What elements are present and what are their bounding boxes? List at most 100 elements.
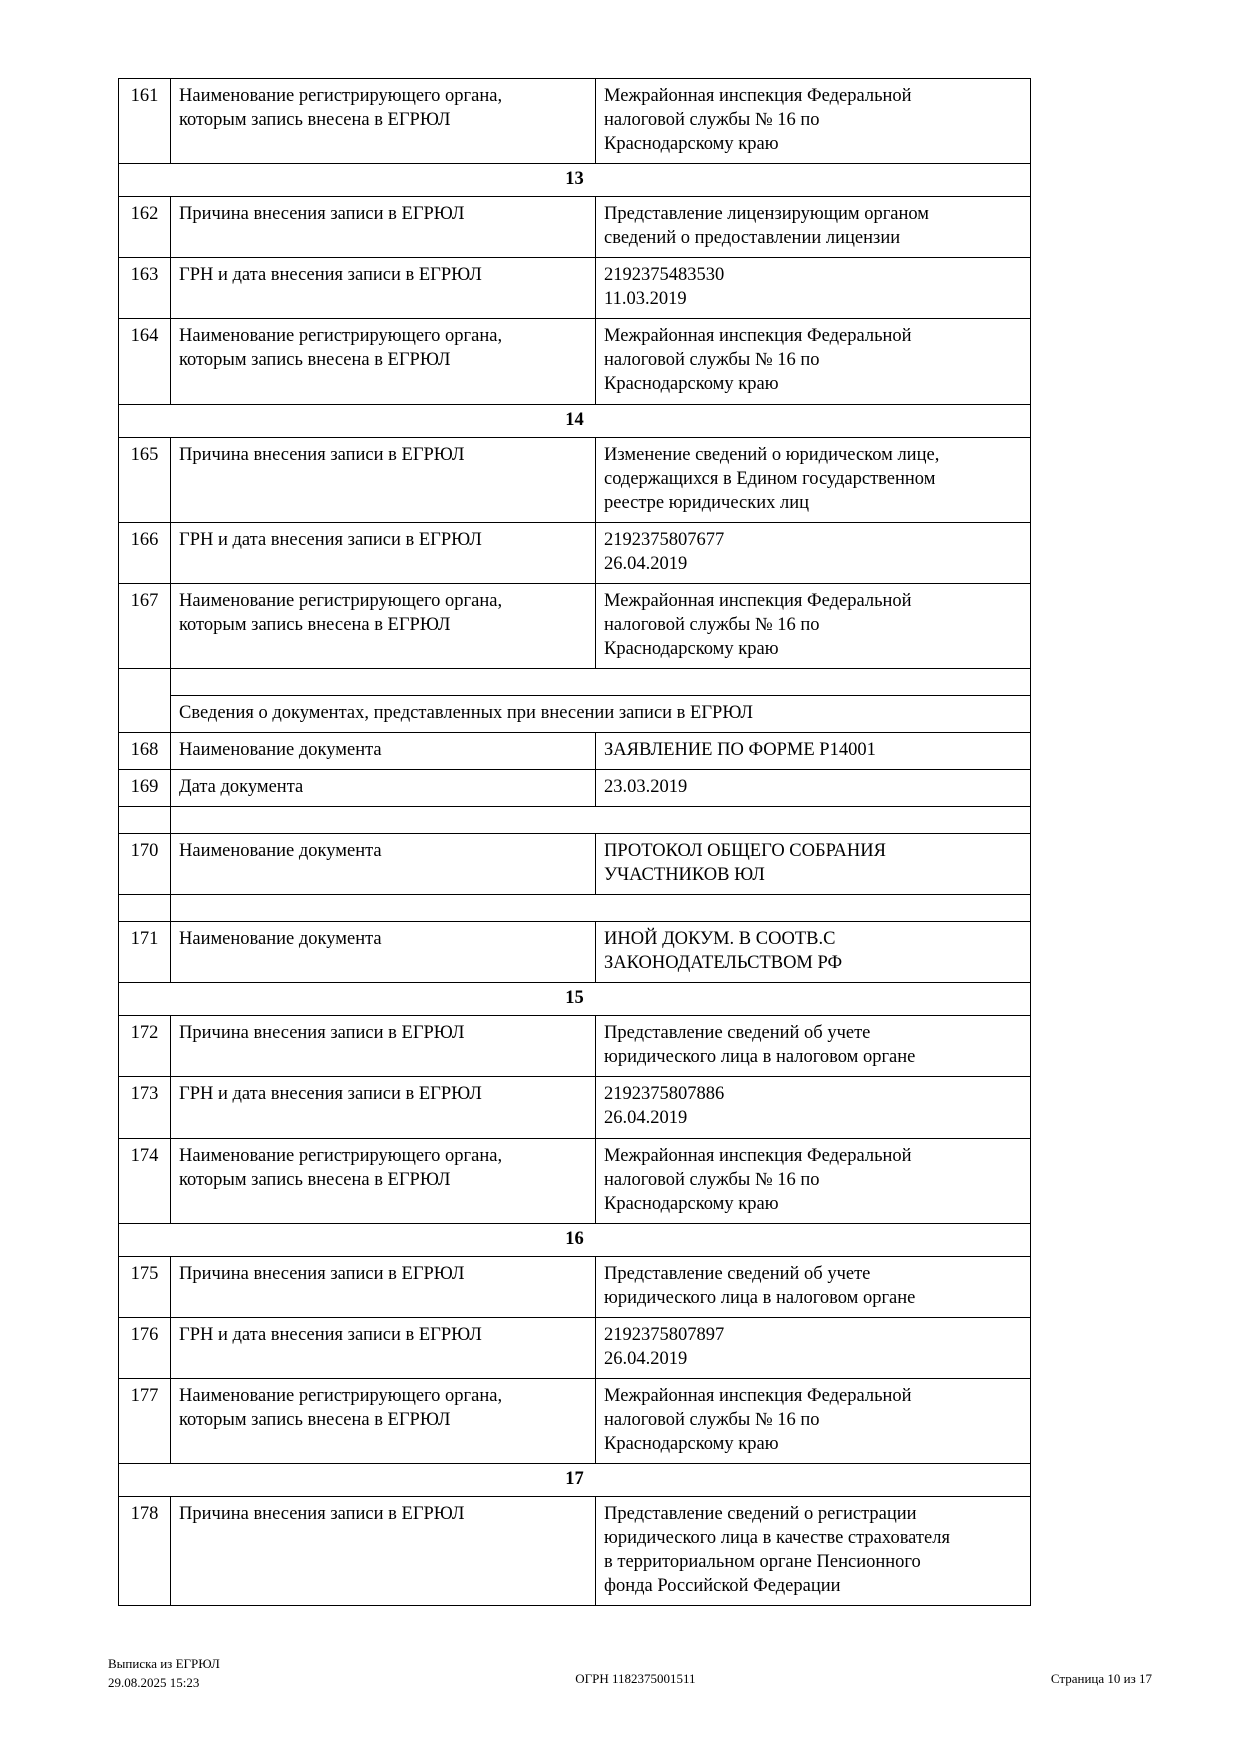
row-label: Наименование документа bbox=[170, 833, 596, 896]
table-row: 170 Наименование документа ПРОТОКОЛ ОБЩЕ… bbox=[118, 833, 1031, 896]
group-separator-row: 16 bbox=[118, 1222, 1031, 1257]
row-number: 173 bbox=[118, 1076, 171, 1139]
row-number: 171 bbox=[118, 921, 171, 984]
table-row: 167 Наименование регистрирующего органа,… bbox=[118, 582, 1031, 669]
table-row: 163 ГРН и дата внесения записи в ЕГРЮЛ 2… bbox=[118, 257, 1031, 320]
spacer-cell bbox=[170, 668, 1031, 696]
group-number: 17 bbox=[118, 1463, 1031, 1498]
spacer-row bbox=[118, 668, 1031, 696]
row-label: ГРН и дата внесения записи в ЕГРЮЛ bbox=[170, 1316, 596, 1379]
row-number: 161 bbox=[118, 77, 171, 165]
table-row: 165 Причина внесения записи в ЕГРЮЛ Изме… bbox=[118, 436, 1031, 523]
row-number: 172 bbox=[118, 1015, 171, 1078]
row-number: 164 bbox=[118, 318, 171, 405]
row-value: 2192375483530 11.03.2019 bbox=[595, 257, 1031, 320]
row-label: Наименование регистрирующего органа, кот… bbox=[170, 318, 596, 405]
table-row: 173 ГРН и дата внесения записи в ЕГРЮЛ 2… bbox=[118, 1076, 1031, 1139]
spacer-cell bbox=[118, 806, 171, 834]
row-value: 2192375807897 26.04.2019 bbox=[595, 1316, 1031, 1379]
row-label: Дата документа bbox=[170, 769, 596, 808]
row-number: 166 bbox=[118, 521, 171, 584]
row-label: Причина внесения записи в ЕГРЮЛ bbox=[170, 1496, 596, 1607]
row-label: Наименование регистрирующего органа, кот… bbox=[170, 582, 596, 669]
spacer-cell bbox=[170, 806, 1031, 834]
table-row: 176 ГРН и дата внесения записи в ЕГРЮЛ 2… bbox=[118, 1316, 1031, 1379]
row-value: Изменение сведений о юридическом лице, с… bbox=[595, 436, 1031, 523]
row-label: Наименование документа bbox=[170, 731, 596, 771]
row-value: Межрайонная инспекция Федеральной налого… bbox=[595, 318, 1031, 405]
row-number: 177 bbox=[118, 1377, 171, 1465]
row-number: 170 bbox=[118, 833, 171, 896]
group-separator-row: 17 bbox=[118, 1463, 1031, 1498]
row-label: ГРН и дата внесения записи в ЕГРЮЛ bbox=[170, 257, 596, 320]
table-row: 172 Причина внесения записи в ЕГРЮЛ Пред… bbox=[118, 1015, 1031, 1078]
group-number: 13 bbox=[118, 163, 1031, 198]
row-value: Представление сведений об учете юридичес… bbox=[595, 1255, 1031, 1318]
footer-page-number: Страница 10 из 17 bbox=[1050, 1671, 1152, 1686]
row-label: Наименование регистрирующего органа, кот… bbox=[170, 1377, 596, 1465]
egrul-records-table: 161 Наименование регистрирующего органа,… bbox=[118, 77, 1031, 1607]
group-separator-row: 15 bbox=[118, 982, 1031, 1017]
row-value: Межрайонная инспекция Федеральной налого… bbox=[595, 1137, 1031, 1224]
row-number: 163 bbox=[118, 257, 171, 320]
table-row: 174 Наименование регистрирующего органа,… bbox=[118, 1137, 1031, 1224]
table-row: 177 Наименование регистрирующего органа,… bbox=[118, 1377, 1031, 1465]
row-number: 174 bbox=[118, 1137, 171, 1224]
footer-doc-type: Выписка из ЕГРЮЛ bbox=[108, 1656, 220, 1671]
footer-timestamp: 29.08.2025 15:23 bbox=[108, 1674, 200, 1690]
row-value: ЗАЯВЛЕНИЕ ПО ФОРМЕ Р14001 bbox=[595, 731, 1031, 771]
group-number: 15 bbox=[118, 982, 1031, 1017]
row-value: Представление лицензирующим органом свед… bbox=[595, 196, 1031, 259]
row-number: 165 bbox=[118, 436, 171, 523]
row-number: 175 bbox=[118, 1255, 171, 1318]
row-value: Межрайонная инспекция Федеральной налого… bbox=[595, 77, 1031, 165]
group-number: 14 bbox=[118, 403, 1031, 438]
row-label: Причина внесения записи в ЕГРЮЛ bbox=[170, 1015, 596, 1078]
table-row: 178 Причина внесения записи в ЕГРЮЛ Пред… bbox=[118, 1496, 1031, 1607]
table-row: 162 Причина внесения записи в ЕГРЮЛ Пред… bbox=[118, 196, 1031, 259]
row-label: ГРН и дата внесения записи в ЕГРЮЛ bbox=[170, 521, 596, 584]
spacer-cell bbox=[118, 894, 171, 922]
group-separator-row: 14 bbox=[118, 403, 1031, 438]
footer-ogrn: ОГРН 1182375001511 bbox=[575, 1671, 696, 1686]
spacer-cell bbox=[118, 668, 171, 696]
table-row: 164 Наименование регистрирующего органа,… bbox=[118, 318, 1031, 405]
row-label: Причина внесения записи в ЕГРЮЛ bbox=[170, 196, 596, 259]
row-label: Причина внесения записи в ЕГРЮЛ bbox=[170, 1255, 596, 1318]
row-value: 23.03.2019 bbox=[595, 769, 1031, 808]
page-footer: Выписка из ЕГРЮЛ 29.08.2025 15:23 ОГРН 11… bbox=[108, 1655, 1152, 1693]
row-number: 178 bbox=[118, 1496, 171, 1607]
group-number: 16 bbox=[118, 1222, 1031, 1257]
row-value: 2192375807677 26.04.2019 bbox=[595, 521, 1031, 584]
row-number: 169 bbox=[118, 769, 171, 808]
table-row: 171 Наименование документа ИНОЙ ДОКУМ. В… bbox=[118, 921, 1031, 984]
row-number: 162 bbox=[118, 196, 171, 259]
row-label: Наименование документа bbox=[170, 921, 596, 984]
documents-heading-row: Сведения о документах, представленных пр… bbox=[118, 694, 1031, 733]
row-label: ГРН и дата внесения записи в ЕГРЮЛ bbox=[170, 1076, 596, 1139]
table-row: 166 ГРН и дата внесения записи в ЕГРЮЛ 2… bbox=[118, 521, 1031, 584]
row-number: 176 bbox=[118, 1316, 171, 1379]
row-value: Межрайонная инспекция Федеральной налого… bbox=[595, 1377, 1031, 1465]
blank-number-cell bbox=[118, 695, 171, 733]
spacer-cell bbox=[170, 894, 1031, 922]
row-value: Представление сведений о регистрации юри… bbox=[595, 1496, 1031, 1607]
footer-document-info: Выписка из ЕГРЮЛ 29.08.2025 15:23 bbox=[108, 1655, 220, 1693]
row-number: 168 bbox=[118, 731, 171, 771]
table-row: 161 Наименование регистрирующего органа,… bbox=[118, 77, 1031, 165]
spacer-row bbox=[118, 806, 1031, 834]
row-label: Наименование регистрирующего органа, кот… bbox=[170, 77, 596, 165]
row-value: ИНОЙ ДОКУМ. В СООТВ.С ЗАКОНОДАТЕЛЬСТВОМ … bbox=[595, 921, 1031, 984]
table-row: 169 Дата документа 23.03.2019 bbox=[118, 769, 1031, 808]
row-number: 167 bbox=[118, 582, 171, 669]
documents-heading: Сведения о документах, представленных пр… bbox=[170, 694, 1031, 733]
row-label: Наименование регистрирующего органа, кот… bbox=[170, 1137, 596, 1224]
row-value: Представление сведений об учете юридичес… bbox=[595, 1015, 1031, 1078]
row-value: ПРОТОКОЛ ОБЩЕГО СОБРАНИЯ УЧАСТНИКОВ ЮЛ bbox=[595, 833, 1031, 896]
group-separator-row: 13 bbox=[118, 163, 1031, 198]
spacer-row bbox=[118, 894, 1031, 922]
table-row: 168 Наименование документа ЗАЯВЛЕНИЕ ПО … bbox=[118, 731, 1031, 771]
row-value: 2192375807886 26.04.2019 bbox=[595, 1076, 1031, 1139]
row-value: Межрайонная инспекция Федеральной налого… bbox=[595, 582, 1031, 669]
